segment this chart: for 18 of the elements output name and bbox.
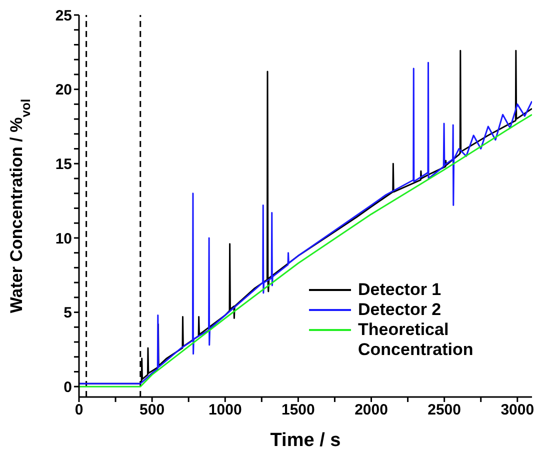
x-tick-label: 3000 bbox=[500, 402, 534, 419]
legend-label: Theoretical Concentration bbox=[358, 320, 474, 360]
x-tick-label: 2500 bbox=[428, 402, 462, 419]
y-tick-label: 0 bbox=[64, 378, 72, 396]
y-tick-label: 15 bbox=[55, 156, 72, 173]
y-tick-label: 10 bbox=[55, 230, 72, 248]
y-tick-label: 25 bbox=[55, 7, 72, 24]
y-tick-label: 5 bbox=[64, 304, 72, 322]
x-tick-label: 1500 bbox=[282, 402, 315, 419]
line-series bbox=[79, 114, 532, 388]
y-tick-label: 20 bbox=[55, 82, 72, 99]
legend-label: Detector 1 bbox=[358, 280, 442, 300]
x-tick-label: 500 bbox=[140, 402, 165, 419]
x-tick-label: 2000 bbox=[354, 402, 388, 419]
x-tick-label: 0 bbox=[74, 402, 84, 419]
x-axis-title: Time / s bbox=[270, 430, 341, 451]
legend-label: Detector 2 bbox=[358, 300, 442, 320]
x-tick-label: 1000 bbox=[208, 402, 242, 419]
